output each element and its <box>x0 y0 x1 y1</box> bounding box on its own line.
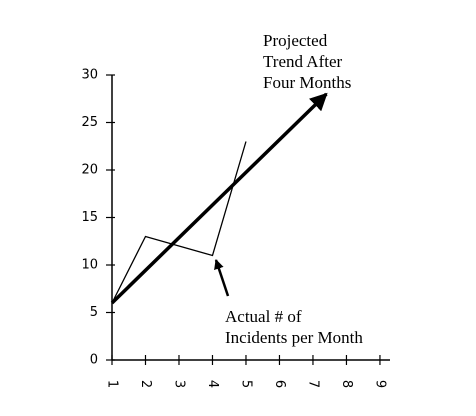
x-tick-label: 7 <box>305 380 320 388</box>
annotation: Actual # of <box>225 307 302 326</box>
x-tick-label: 8 <box>339 380 354 388</box>
y-tick-label: 15 <box>81 210 98 225</box>
annotation: Four Months <box>263 73 351 92</box>
x-tick-label: 4 <box>205 380 220 388</box>
x-tick-label: 3 <box>171 380 186 388</box>
x-tick-label: 2 <box>138 380 153 388</box>
y-tick-label: 25 <box>81 115 98 130</box>
annotation: Trend After <box>263 52 343 71</box>
y-tick-label: 20 <box>81 163 98 178</box>
trend-line <box>110 92 328 305</box>
y-tick-label: 0 <box>90 353 98 368</box>
annotation: Incidents per Month <box>225 328 363 347</box>
y-tick-label: 5 <box>90 305 98 320</box>
y-tick-label: 30 <box>81 68 98 83</box>
x-tick-label: 6 <box>272 380 287 388</box>
x-tick-label: 1 <box>105 380 120 388</box>
data-line <box>111 141 247 304</box>
annotation-arrow <box>214 259 230 297</box>
x-tick-label: 5 <box>238 380 253 388</box>
x-tick-label: 9 <box>372 380 387 388</box>
annotation: Projected <box>263 31 328 50</box>
y-tick-label: 10 <box>81 258 98 273</box>
